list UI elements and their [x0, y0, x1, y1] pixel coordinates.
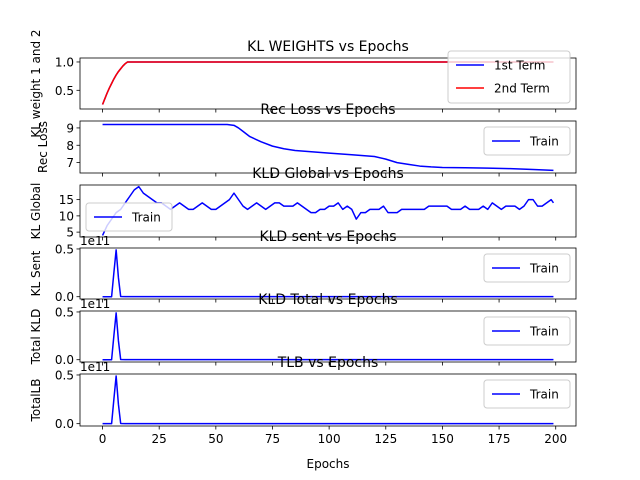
- axes-frame: [79, 120, 577, 174]
- y-tick-label: 10: [59, 209, 74, 223]
- legend-entry-label: 1st Term: [494, 59, 546, 73]
- y-axis-label: TotalLB: [29, 379, 43, 423]
- x-tick-label: 175: [488, 432, 511, 446]
- legend-entry-label: Train: [131, 211, 161, 225]
- y-tick-label: 0.5: [55, 368, 74, 382]
- x-tick-label: 25: [152, 432, 167, 446]
- y-axis-label: Total KLD: [29, 309, 43, 366]
- series-group: [102, 249, 554, 298]
- series-group: [102, 312, 554, 361]
- y-tick-label: 1.0: [55, 55, 74, 69]
- legend-entry-label: 2nd Term: [494, 82, 550, 96]
- legend: Train: [483, 253, 571, 283]
- subplot-3: 5 10 15 KLD Global vs Epochs KL Global Train: [29, 166, 577, 241]
- y-tick-label: 0.5: [55, 305, 74, 319]
- y-axis-label: KL weight 1 and 2: [29, 29, 43, 137]
- legend-entry-label: Train: [529, 388, 559, 402]
- series-line-2: [101, 61, 554, 105]
- legend-frame: [85, 202, 173, 232]
- axes-frame: [79, 57, 577, 110]
- series-line-1: [102, 249, 554, 298]
- series-line-1: [102, 375, 554, 425]
- axes-frame: [79, 310, 577, 363]
- series-group: [101, 185, 555, 236]
- legend-frame: [483, 379, 571, 409]
- y-tick-label: 0.5: [55, 84, 74, 98]
- legend-frame: [447, 50, 571, 104]
- y-tick-label: 7: [66, 156, 74, 170]
- y-tick-label: 0.0: [55, 353, 74, 367]
- axis-offset-text: 1e11: [80, 234, 110, 248]
- legend: Train: [483, 379, 571, 409]
- x-tick-label: 200: [544, 432, 567, 446]
- axes-frame: [79, 373, 577, 427]
- x-tick-label: 50: [208, 432, 223, 446]
- y-axis-label: KL Global: [29, 183, 43, 240]
- y-tick-label: 0.0: [55, 290, 74, 304]
- subplot-1: 0.5 1.0 KL WEIGHTS vs Epochs KL weight 1 an…: [29, 29, 577, 138]
- legend-frame: [483, 253, 571, 283]
- axis-offset-text: 1e11: [80, 360, 110, 374]
- series-line-1: [101, 185, 555, 236]
- series-group: [102, 375, 554, 425]
- legend: Train: [483, 316, 571, 346]
- legend: Train: [85, 202, 173, 232]
- x-tick-label: 100: [318, 432, 341, 446]
- y-tick-label: 15: [59, 193, 74, 207]
- y-tick-label: 0.5: [55, 242, 74, 256]
- y-axis-label: Rec Loss: [36, 121, 50, 173]
- series-line-1: [102, 312, 554, 361]
- legend: Train: [483, 126, 571, 156]
- y-tick-label: 9: [66, 121, 74, 135]
- legend: 1st Term 2nd Term: [447, 50, 571, 104]
- series-group: [102, 123, 554, 172]
- y-axis-label: KL Sent: [29, 250, 43, 296]
- x-axis-label: Epochs: [307, 457, 350, 471]
- subplot-title: KLD Global vs Epochs: [252, 166, 404, 182]
- subplot-title: KL WEIGHTS vs Epochs: [247, 39, 409, 55]
- axes-frame: [79, 184, 577, 238]
- series-line-1: [102, 123, 554, 172]
- subplot-4: 0.0 0.5 KLD sent vs Epochs 1e11 KL Sent Train: [29, 229, 577, 304]
- x-tick-label: 125: [374, 432, 397, 446]
- axes-frame: [79, 247, 577, 300]
- y-tick-label: 5: [66, 226, 74, 240]
- legend-frame: [483, 316, 571, 346]
- legend-frame: [483, 126, 571, 156]
- subplot-2: 7 8 9 Rec Loss vs Epochs Rec Loss Train: [36, 102, 577, 177]
- y-tick-label: 8: [66, 139, 74, 153]
- legend-entry-label: Train: [529, 262, 559, 276]
- series-group: [101, 61, 554, 105]
- subplot-title: Rec Loss vs Epochs: [260, 102, 395, 118]
- x-tick-label: 0: [99, 432, 107, 446]
- axis-offset-text: 1e11: [80, 297, 110, 311]
- subplot-title: TLB vs Epochs: [277, 355, 379, 371]
- legend-entry-label: Train: [529, 135, 559, 149]
- x-tick-label: 75: [265, 432, 280, 446]
- legend-entry-label: Train: [529, 325, 559, 339]
- subplot-title: KLD sent vs Epochs: [259, 229, 396, 245]
- x-tick-label: 150: [431, 432, 454, 446]
- subplot-title: KLD Total vs Epochs: [258, 292, 398, 308]
- y-tick-label: 0.0: [55, 417, 74, 431]
